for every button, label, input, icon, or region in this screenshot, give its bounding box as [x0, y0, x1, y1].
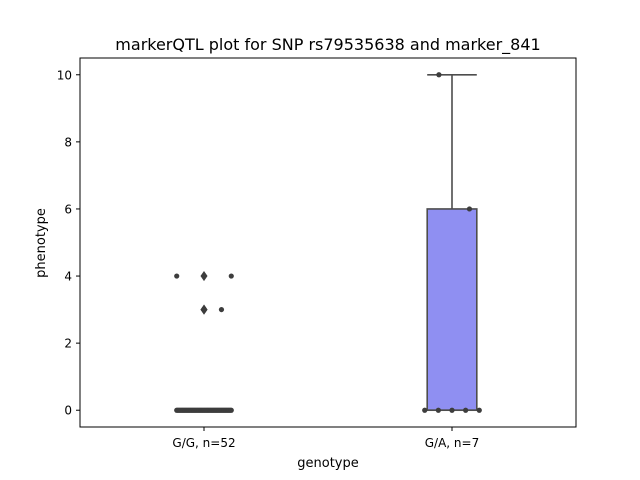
x-tick-label: G/G, n=52 [172, 436, 235, 450]
plot-frame [79, 57, 577, 428]
data-point [422, 407, 428, 413]
outlier-marker [200, 271, 208, 282]
data-point [228, 273, 234, 279]
y-tick-label: 2 [64, 337, 72, 351]
data-point [228, 407, 234, 413]
data-point [174, 273, 180, 279]
data-point [463, 407, 469, 413]
y-axis-label: phenotype [34, 208, 49, 278]
x-tick-label: G/A, n=7 [425, 436, 479, 450]
data-point [218, 306, 225, 313]
x-axis-label: genotype [297, 456, 358, 471]
y-axis: 0 2 4 6 8 10 [57, 68, 80, 418]
outlier-marker [200, 304, 208, 315]
points-layer [174, 72, 482, 413]
box-body [426, 208, 478, 412]
y-tick-label: 8 [64, 135, 72, 149]
plot-area [80, 58, 576, 427]
data-point [449, 407, 455, 413]
boxes-layer [178, 73, 478, 412]
chart-title: markerQTL plot for SNP rs79535638 and ma… [115, 35, 540, 55]
y-tick-label: 0 [64, 404, 72, 418]
y-tick-label: 6 [64, 202, 72, 216]
data-point [466, 206, 473, 212]
y-tick-label: 4 [64, 270, 72, 284]
x-axis: G/G, n=52 G/A, n=7 [172, 427, 479, 450]
data-point [436, 72, 442, 78]
data-point [476, 407, 482, 413]
box-1 [426, 73, 478, 412]
data-point [435, 407, 441, 413]
y-tick-label: 10 [57, 68, 72, 82]
